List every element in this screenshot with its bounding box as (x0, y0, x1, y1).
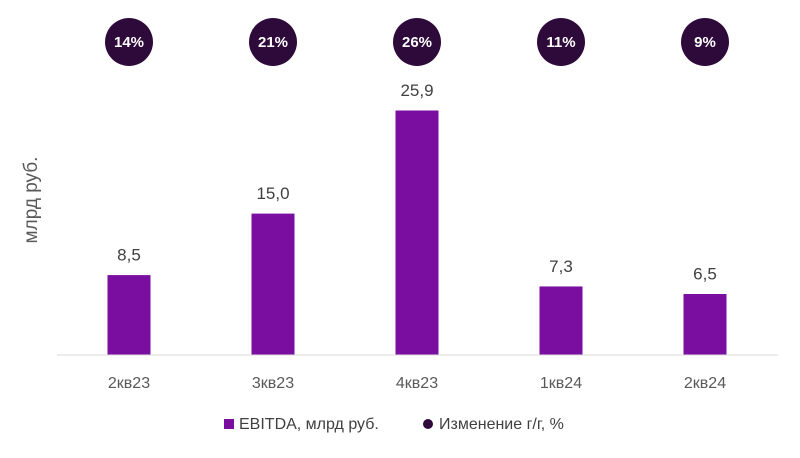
yoy-badge-label-2кв24: 9% (694, 34, 716, 51)
legend-swatch-ebitda (224, 419, 234, 429)
bars (106, 109, 728, 356)
yoy-badge-label-1кв24: 11% (546, 34, 575, 51)
data-label-2кв24: 6,5 (693, 265, 717, 284)
x-tick-3кв23: 3кв23 (252, 375, 294, 392)
x-tick-2кв23: 2кв23 (108, 375, 150, 392)
bar-2кв24 (682, 293, 728, 356)
data-label-4кв23: 25,9 (400, 81, 433, 100)
bar-2кв23 (106, 274, 152, 356)
yoy-badge-1кв24 (537, 18, 585, 66)
data-label-1кв24: 7,3 (549, 257, 573, 276)
x-tick-labels: 2кв23 3кв23 4кв23 1кв24 2кв24 (108, 375, 726, 392)
legend: EBITDA, млрд руб. Изменение г/г, % (224, 416, 564, 433)
y-axis-label: млрд руб. (21, 157, 42, 244)
data-label-3кв23: 15,0 (256, 184, 289, 203)
x-tick-1кв24: 1кв24 (540, 375, 582, 392)
yoy-badge-label-3кв23: 21% (258, 34, 288, 51)
legend-label-yoy: Изменение г/г, % (439, 416, 564, 433)
bar-1кв24 (538, 285, 584, 356)
yoy-badge-2кв24 (681, 18, 729, 66)
x-tick-4кв23: 4кв23 (396, 375, 438, 392)
yoy-badge-3кв23 (249, 18, 297, 66)
legend-swatch-yoy (423, 419, 433, 429)
bar-4кв23 (394, 109, 440, 356)
yoy-badge-label-4кв23: 26% (402, 34, 432, 51)
legend-label-ebitda: EBITDA, млрд руб. (239, 416, 379, 433)
data-labels: 8,5 15,0 25,9 7,3 6,5 (117, 81, 717, 284)
data-label-2кв23: 8,5 (117, 246, 141, 265)
bar-3кв23 (250, 212, 296, 356)
yoy-badge-2кв23 (105, 18, 153, 66)
yoy-badge-label-2кв23: 14% (114, 34, 144, 51)
yoy-badges: 14% 21% 26% 11% 9% (105, 18, 729, 66)
yoy-badge-4кв23 (393, 18, 441, 66)
x-tick-2кв24: 2кв24 (684, 375, 726, 392)
